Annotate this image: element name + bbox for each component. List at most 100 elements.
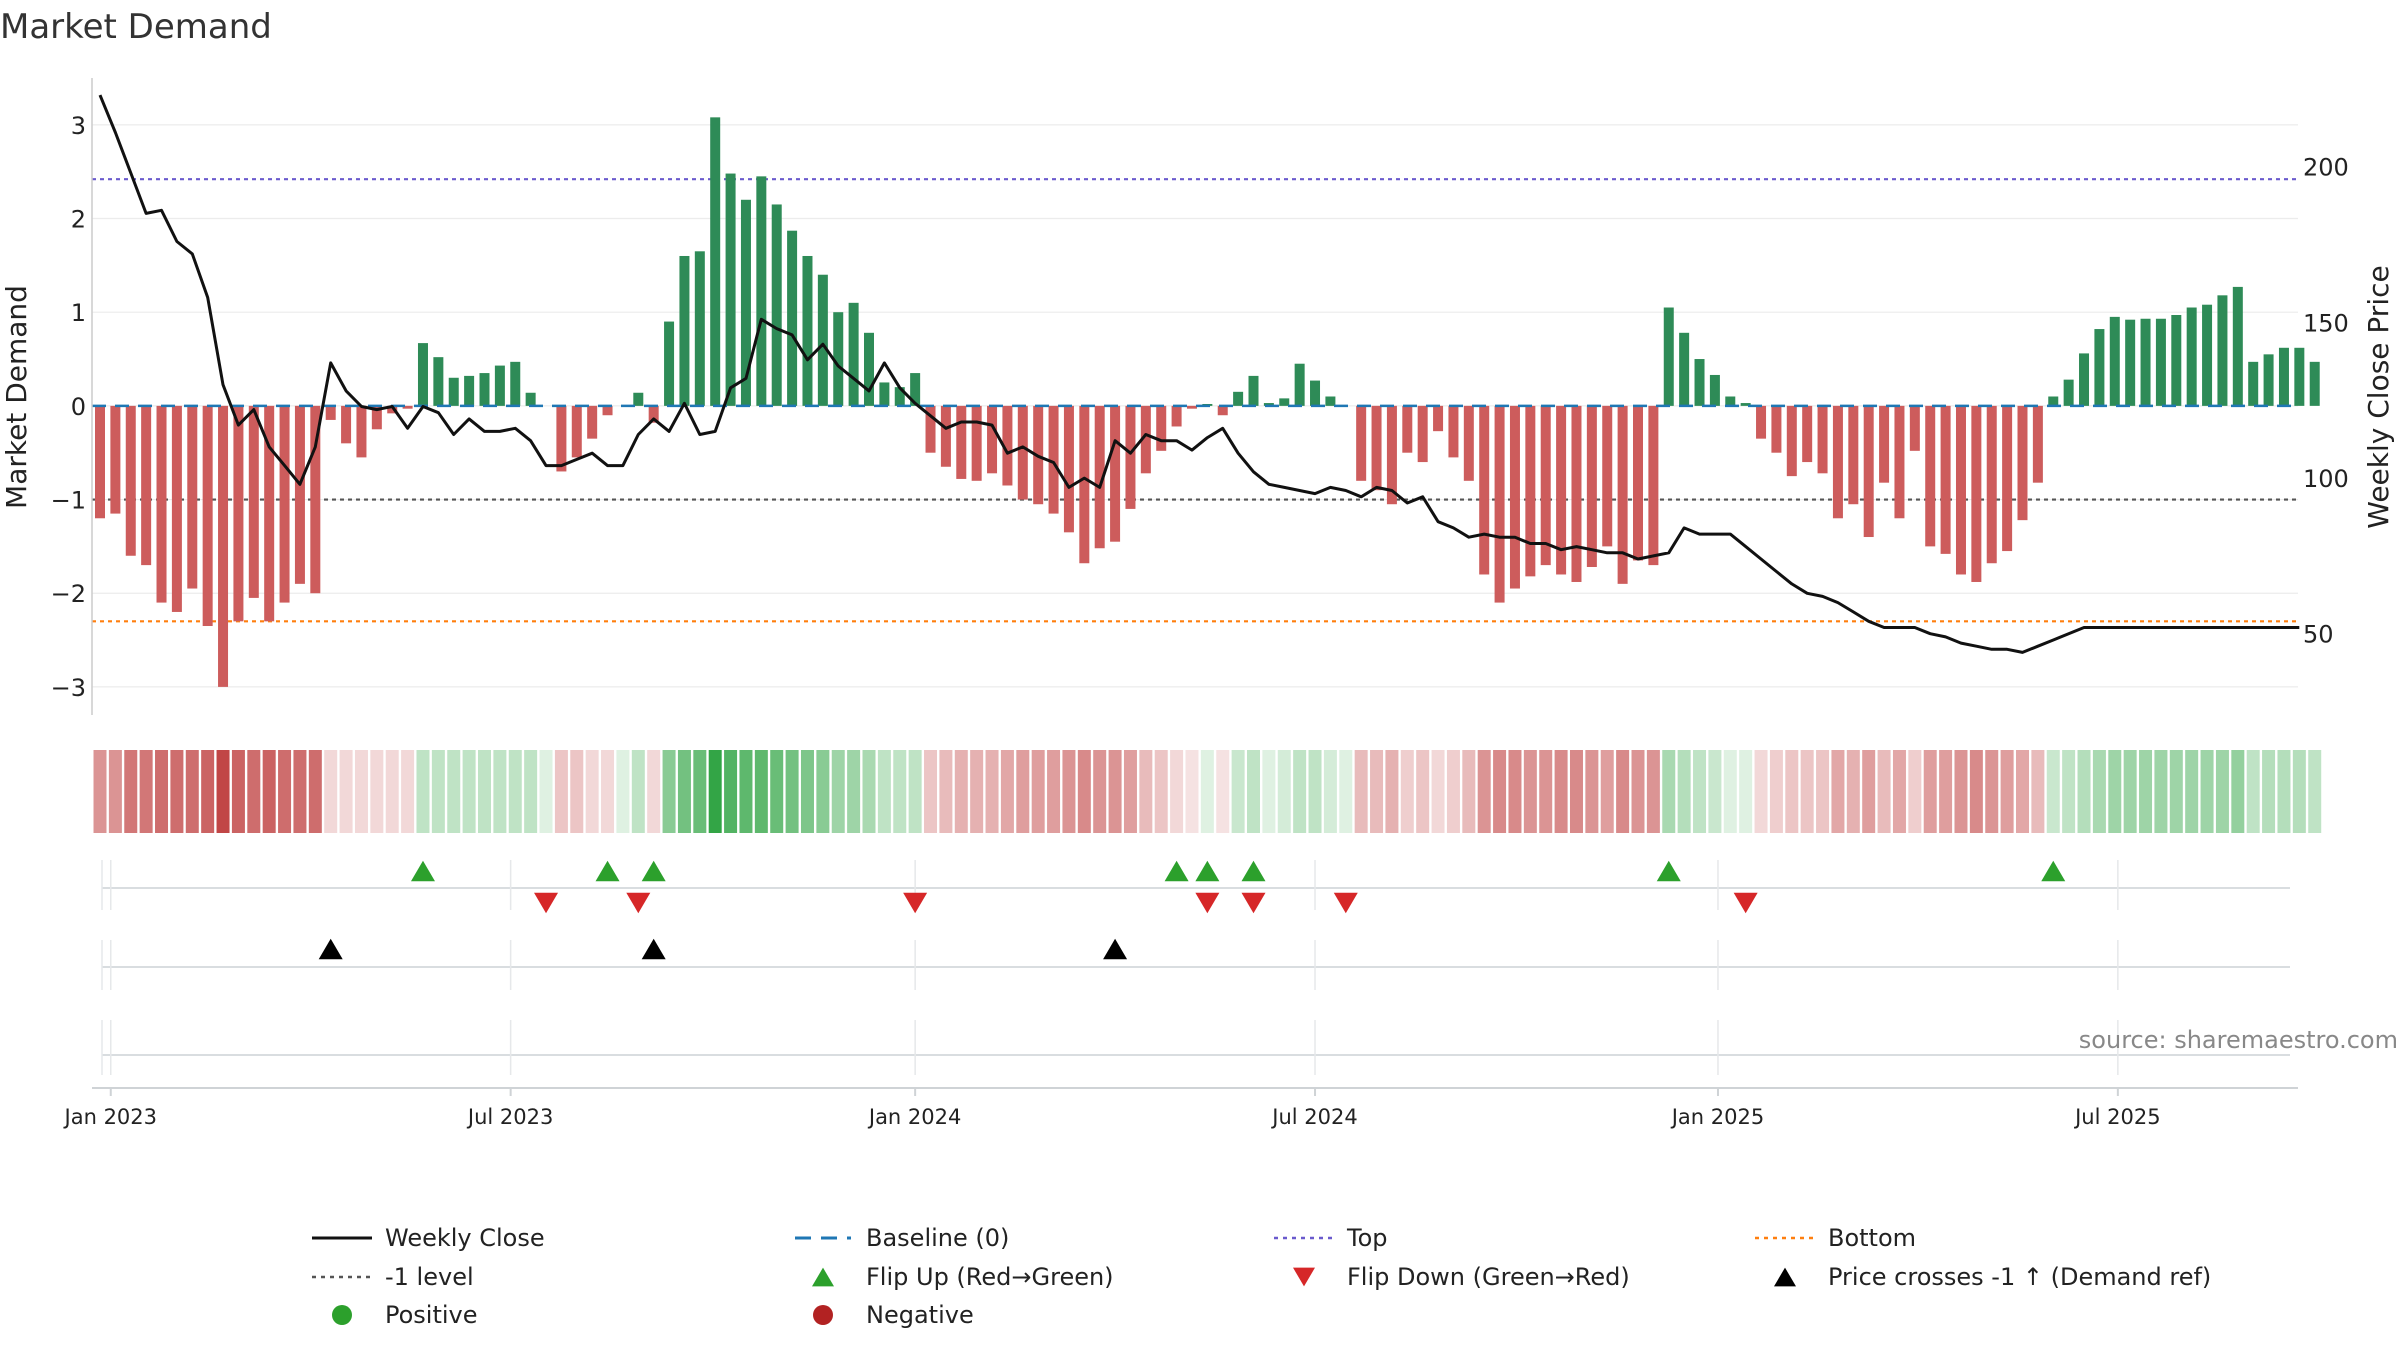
heatmap-cell [508, 750, 522, 833]
positive-bar [433, 357, 444, 406]
negative-bar [187, 405, 198, 589]
heatmap-cell [385, 750, 399, 833]
positive-bar [771, 204, 782, 406]
heatmap-cell [847, 750, 861, 833]
left-tick-label: −3 [51, 674, 86, 702]
heatmap-cell [2108, 750, 2122, 833]
right-tick-label: 150 [2303, 309, 2349, 337]
x-tick-label: Jul 2023 [466, 1105, 553, 1129]
heatmap-cell [1954, 750, 1968, 833]
heatmap-cell [954, 750, 968, 833]
negative-bar [1802, 405, 1813, 463]
negative-bar [1509, 405, 1520, 589]
heatmap-cell [1677, 750, 1691, 833]
heatmap-cell [616, 750, 630, 833]
negative-bar [1094, 405, 1105, 549]
positive-bar [2171, 315, 2182, 406]
negative-bar [956, 405, 967, 479]
left-y-ticks: 3 2 1 0 −1 −2 −3 [51, 112, 86, 702]
flip-up-marker [1195, 860, 1220, 882]
left-tick-label: 0 [71, 393, 86, 421]
heatmap-cell [2246, 750, 2260, 833]
heatmap-cell [570, 750, 584, 833]
heatmap-cell [1200, 750, 1214, 833]
negative-bar [1156, 405, 1167, 451]
heatmap-cell [1185, 750, 1199, 833]
negative-bar [1986, 405, 1997, 564]
heatmap-cell [1231, 750, 1245, 833]
negative-bar [1371, 405, 1382, 491]
positive-bar [1263, 403, 1274, 406]
negative-bar [2032, 405, 2043, 483]
heatmap-cell [1154, 750, 1168, 833]
legend-item-minus-one: -1 level [312, 1263, 474, 1291]
heatmap-cell [1600, 750, 1614, 833]
flip-up-marker [595, 860, 620, 882]
positive-bar [2109, 316, 2120, 406]
heatmap-cell [2092, 750, 2106, 833]
heatmap-cell [631, 750, 645, 833]
heatmap-cell [924, 750, 938, 833]
negative-bar [1648, 405, 1659, 566]
heatmap-cell [370, 750, 384, 833]
negative-bar [294, 405, 305, 584]
heatmap-cell [1385, 750, 1399, 833]
negative-bar [279, 405, 290, 603]
legend-label: Negative [866, 1301, 974, 1329]
heatmap-cell [1477, 750, 1491, 833]
positive-bar [694, 251, 705, 406]
positive-bar [494, 365, 505, 406]
positive-bar [2309, 361, 2320, 406]
positive-bar [756, 176, 767, 406]
negative-bar [1079, 405, 1090, 564]
right-tick-label: 200 [2303, 154, 2349, 182]
heatmap-cell [462, 750, 476, 833]
positive-bar [664, 321, 675, 406]
negative-bar [648, 405, 659, 423]
heatmap-cell [354, 750, 368, 833]
heatmap-cell [2169, 750, 2183, 833]
negative-bar [1402, 405, 1413, 453]
heatmap-cell [478, 750, 491, 833]
flip-up-marker [1241, 860, 1266, 882]
negative-bar [156, 405, 167, 603]
heatmap-cell [862, 750, 876, 833]
positive-bar [2079, 353, 2090, 406]
heatmap-cell [939, 750, 953, 833]
heatmap-cell [93, 750, 107, 833]
positive-bar [2125, 319, 2136, 406]
heatmap-cell [231, 750, 245, 833]
positive-bar [710, 117, 721, 406]
legend-label: Baseline (0) [866, 1224, 1009, 1252]
heatmap-cell [447, 750, 461, 833]
heatmap-cell [1170, 750, 1184, 833]
price-cross-markers [318, 938, 1128, 960]
chart-title: Market Demand [0, 7, 272, 47]
negative-bar [571, 405, 582, 458]
positive-bar [1725, 396, 1736, 406]
negative-bar [1171, 405, 1182, 427]
heatmap-cell [1754, 750, 1768, 833]
positive-bar [1233, 391, 1244, 406]
heatmap-cell [647, 750, 661, 833]
positive-bar [448, 377, 459, 406]
positive-bar [633, 392, 644, 406]
negative-bar [1017, 405, 1028, 500]
legend: Weekly Close Baseline (0) Top Bottom -1 leve… [312, 1224, 2211, 1329]
negative-bar [925, 405, 936, 453]
positive-bar [2155, 318, 2166, 406]
heatmap-cell [1969, 750, 1983, 833]
heatmap-cell [831, 750, 845, 833]
heatmap-cell [216, 750, 230, 833]
negative-bar [325, 405, 336, 420]
heatmap-cell [2231, 750, 2245, 833]
flip-up-marker [410, 860, 435, 882]
negative-bar [1925, 405, 1936, 547]
negative-bar [2002, 405, 2013, 552]
heatmap-cell [1016, 750, 1030, 833]
positive-bar [1325, 396, 1336, 406]
heatmap-cell [1354, 750, 1368, 833]
legend-item-cross: Price crosses -1 ↑ (Demand ref) [1774, 1263, 2211, 1291]
negative-bar [1063, 405, 1074, 533]
